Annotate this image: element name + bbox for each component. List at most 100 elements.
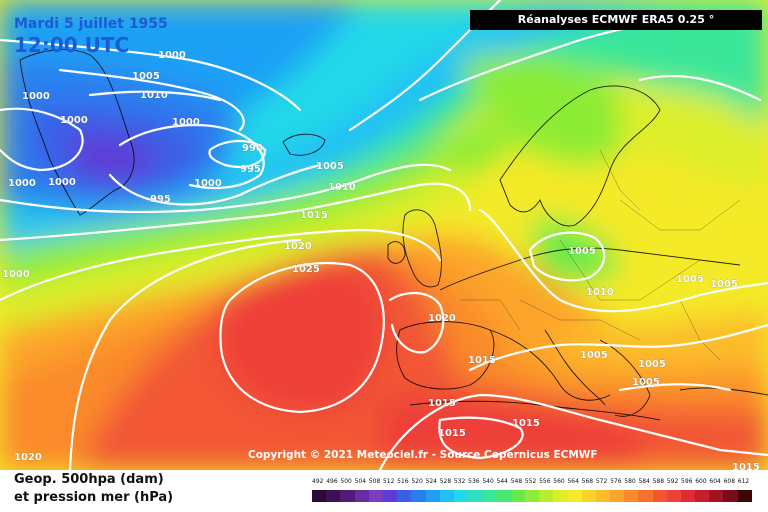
isobar-label: 1005 [676, 274, 704, 285]
source-badge: Réanalyses ECMWF ERA5 0.25 ° [470, 10, 762, 30]
scale-swatch [411, 490, 426, 502]
isobar-label: 1015 [438, 428, 466, 439]
scale-tick-label: 524 [425, 478, 437, 485]
scale-swatch [439, 490, 454, 502]
isobar-label: 1005 [580, 350, 608, 361]
isobar-label: 1005 [632, 377, 660, 388]
isobar-label: 990 [242, 143, 263, 154]
scale-tick-label: 592 [666, 478, 679, 485]
scale-tick-label: 536 [468, 478, 480, 485]
isobar-label: 1000 [60, 115, 88, 126]
isobar-label: 1015 [300, 210, 328, 221]
scale-tick-label: 564 [567, 478, 579, 485]
map-time: 12:00 UTC [14, 33, 130, 57]
scale-swatch [496, 490, 511, 502]
scale-tick-label: 544 [496, 478, 508, 485]
scale-tick-label: 556 [539, 478, 551, 485]
scale-tick-label: 516 [397, 478, 409, 485]
scale-tick-label: 608 [723, 478, 736, 485]
isobar-label: 1005 [638, 359, 666, 370]
scale-swatch [524, 490, 539, 502]
scale-tick-label: 568 [581, 478, 594, 485]
color-scale-bar [312, 490, 752, 502]
copyright-notice: Copyright © 2021 Meteociel.fr - Source C… [248, 449, 598, 461]
scale-swatch [595, 490, 610, 502]
isobar-label: 1000 [8, 178, 36, 189]
isobar-label: 1020 [14, 452, 42, 463]
scale-tick-label: 580 [624, 478, 636, 485]
isobar-label: 1015 [468, 355, 496, 366]
scale-tick-label: 572 [595, 478, 608, 485]
legend-title-pressure: et pression mer (hPa) [14, 490, 174, 505]
scale-tick-label: 504 [354, 478, 367, 485]
isobar-label: 1015 [512, 418, 540, 429]
map-date: Mardi 5 juillet 1955 [14, 16, 168, 32]
scale-tick-label: 600 [695, 478, 707, 485]
isobar-label: 1015 [428, 398, 456, 409]
isobar-label: 1020 [284, 241, 312, 252]
scale-swatch [397, 490, 412, 502]
scale-tick-label: 540 [482, 478, 494, 485]
scale-tick-label: 500 [340, 478, 352, 485]
scale-swatch [737, 490, 752, 502]
scale-tick-label: 612 [737, 478, 750, 485]
isobar-label: 1025 [292, 264, 320, 275]
scale-swatch [539, 490, 554, 502]
scale-tick-label: 584 [638, 478, 650, 485]
scale-tick-label: 548 [510, 478, 523, 485]
country-borders [460, 149, 741, 361]
scale-tick-label: 576 [610, 478, 622, 485]
isobar-label: 1005 [316, 161, 344, 172]
isobar-label: 1005 [710, 279, 738, 290]
scale-swatch [482, 490, 497, 502]
scale-swatch [340, 490, 355, 502]
isobar-label: 1010 [140, 90, 168, 101]
isobar-label: 1010 [586, 287, 614, 298]
scale-swatch [453, 490, 469, 502]
scale-swatch [666, 490, 681, 502]
scale-tick-label: 532 [453, 478, 466, 485]
scale-swatch [652, 490, 667, 502]
isobar-label: 1000 [48, 177, 76, 188]
geopotential-field [0, 0, 768, 470]
scale-swatch [368, 490, 383, 502]
scale-swatch [638, 490, 653, 502]
scale-tick-label: 520 [411, 478, 423, 485]
scale-tick-label: 492 [312, 478, 324, 485]
scale-tick-label: 508 [368, 478, 381, 485]
scale-swatch [624, 490, 639, 502]
scale-swatch [709, 490, 724, 502]
scale-swatch [609, 490, 625, 502]
isobar-label: 1005 [132, 71, 160, 82]
color-scale-ticks: 492 496 500 504 508 512 516 520 524 528 532 536 540 5… [312, 478, 752, 488]
scale-swatch [354, 490, 369, 502]
scale-swatch [312, 490, 327, 502]
scale-swatch [723, 490, 738, 502]
scale-tick-label: 512 [382, 478, 395, 485]
legend-title-geopotential: Geop. 500hpa (dam) [14, 472, 164, 487]
isobar-label: 1000 [158, 50, 186, 61]
scale-tick-label: 596 [681, 478, 693, 485]
scale-tick-label: 528 [439, 478, 452, 485]
scale-tick-label: 588 [652, 478, 665, 485]
isobar-labels: 1000 1005 1010 1000 1000 1000 990 995 1005 1000 10… [2, 50, 760, 470]
coastlines [19, 49, 768, 421]
isobar-label: 1005 [568, 246, 596, 257]
scale-tick-label: 552 [524, 478, 537, 485]
isobar-label: 995 [240, 164, 261, 175]
isobar-label: 1015 [732, 462, 760, 470]
scale-tick-label: 496 [326, 478, 338, 485]
weather-map: 1000 1005 1010 1000 1000 1000 990 995 1005 1000 10… [0, 0, 768, 470]
isobar-label: 995 [150, 194, 171, 205]
scale-swatch [567, 490, 582, 502]
isobar-label: 1010 [328, 182, 356, 193]
scale-swatch [425, 490, 440, 502]
isobar-label: 1000 [194, 178, 222, 189]
scale-swatch [581, 490, 596, 502]
scale-tick-label: 560 [553, 478, 565, 485]
scale-swatch [382, 490, 398, 502]
isobar-label: 1000 [2, 269, 30, 280]
scale-swatch [680, 490, 696, 502]
isobar-label: 1020 [428, 313, 456, 324]
scale-swatch [468, 490, 483, 502]
